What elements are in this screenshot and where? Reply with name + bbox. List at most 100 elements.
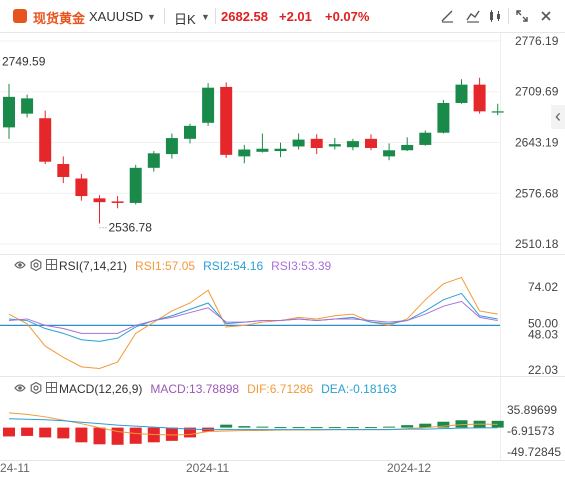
period-label[interactable]: 日K bbox=[174, 12, 196, 27]
time-axis-tick: 2024-12 bbox=[387, 461, 431, 475]
macd-histogram-bar bbox=[238, 426, 251, 428]
hide-indicator-icon[interactable] bbox=[14, 383, 26, 396]
rsi-header: RSI(7,14,21) RSI1:57.05 RSI2:54.16 RSI3:… bbox=[14, 258, 335, 274]
rsi-series-line bbox=[8, 276, 498, 369]
macd-histogram-bar bbox=[437, 421, 450, 428]
indicator-icon[interactable] bbox=[464, 7, 482, 25]
macd-header: MACD(12,26,9) MACD:13.78898 DIF:6.71286 … bbox=[14, 381, 401, 397]
candle-body bbox=[455, 84, 468, 103]
close-icon[interactable] bbox=[537, 7, 555, 25]
macd-histogram-bar bbox=[401, 425, 414, 428]
candle-body bbox=[310, 138, 323, 148]
candle-body bbox=[165, 138, 178, 155]
dea-line bbox=[8, 418, 498, 431]
macd-histogram-bar bbox=[93, 427, 106, 445]
high-annotation: 2749.59 bbox=[2, 54, 46, 68]
macd-histogram-bar bbox=[383, 426, 396, 428]
candle-body bbox=[3, 96, 15, 128]
fullscreen-icon[interactable] bbox=[513, 7, 531, 25]
candle-body bbox=[365, 138, 377, 148]
compare-icon[interactable] bbox=[486, 7, 504, 25]
draw-line-icon[interactable] bbox=[438, 7, 456, 25]
panel-collapse-icon[interactable]: ‹ bbox=[551, 105, 565, 129]
macd-histogram-bar bbox=[129, 427, 142, 444]
candle-body bbox=[238, 149, 251, 157]
dif-value: DIF:6.71286 bbox=[247, 382, 314, 396]
rsi3-value: RSI3:53.39 bbox=[271, 259, 332, 273]
macd-histogram-bar bbox=[21, 427, 34, 436]
rsi-axis-tick: 22.03 bbox=[528, 363, 558, 377]
candle-body bbox=[256, 148, 269, 152]
macd-axis-tick: 35.89699 bbox=[507, 403, 557, 417]
candle-body bbox=[129, 167, 142, 203]
price-axis-tick: 2576.68 bbox=[515, 186, 559, 200]
candle-body bbox=[75, 178, 88, 197]
macd-histogram-bar bbox=[346, 427, 359, 429]
chart-toolbar: 现货黄金 XAUUSD ▼ 日K ▼ 2682.58 +2.01 +0.07% bbox=[0, 0, 565, 32]
candle-body bbox=[147, 153, 160, 168]
macd-axis-tick: -6.91573 bbox=[507, 424, 555, 438]
price-axis-tick: 2643.19 bbox=[515, 135, 559, 149]
macd-histogram-bar bbox=[39, 427, 52, 438]
indicator-box-icon[interactable] bbox=[46, 259, 57, 273]
candle-body bbox=[21, 98, 34, 114]
settings-icon[interactable] bbox=[30, 381, 42, 397]
rsi-axis-tick: 74.02 bbox=[528, 280, 558, 294]
macd-histogram-bar bbox=[220, 424, 233, 428]
macd-histogram-bar bbox=[3, 427, 15, 437]
macd-histogram-bar bbox=[57, 427, 70, 439]
time-axis-tick: 24-11 bbox=[0, 461, 30, 475]
candle-body bbox=[220, 86, 233, 155]
rsi-series-line bbox=[8, 300, 498, 334]
candle-body bbox=[202, 87, 215, 123]
price-change: +2.01 bbox=[279, 9, 312, 24]
low-annotation: 2536.78 bbox=[109, 221, 153, 235]
macd-histogram-bar bbox=[274, 427, 287, 429]
instrument-title: 现货黄金 bbox=[33, 11, 86, 26]
macd-histogram-bar bbox=[75, 427, 88, 443]
macd-histogram-bar bbox=[292, 427, 305, 429]
rsi-axis-tick: 50.00 bbox=[528, 316, 558, 330]
settings-icon[interactable] bbox=[30, 258, 42, 274]
rsi2-value: RSI2:54.16 bbox=[203, 259, 264, 273]
price-axis-tick: 2510.18 bbox=[515, 237, 559, 251]
hide-indicator-icon[interactable] bbox=[14, 260, 26, 273]
candle-body bbox=[437, 102, 450, 133]
dea-value: DEA:-0.18163 bbox=[321, 382, 397, 396]
macd-name: MACD(12,26,9) bbox=[59, 382, 143, 396]
candle-body bbox=[346, 141, 359, 148]
rsi-name: RSI(7,14,21) bbox=[59, 259, 128, 273]
rsi1-value: RSI1:57.05 bbox=[135, 259, 196, 273]
candle-body bbox=[39, 118, 52, 162]
price-axis-tick: 2709.69 bbox=[515, 85, 559, 99]
macd-histogram-bar bbox=[365, 427, 377, 429]
candle-body bbox=[383, 150, 396, 157]
candle-body bbox=[57, 164, 70, 177]
candle-body bbox=[184, 125, 196, 139]
macd-histogram-bar bbox=[328, 427, 341, 429]
candle-body bbox=[274, 148, 287, 152]
candle-body bbox=[419, 132, 432, 145]
price-change-percent: +0.07% bbox=[325, 9, 370, 24]
macd-histogram-bar bbox=[310, 427, 323, 429]
macd-histogram-bar bbox=[184, 427, 196, 438]
macd-value: MACD:13.78898 bbox=[150, 382, 240, 396]
rsi-axis-tick: 48.03 bbox=[528, 327, 558, 341]
candle-body bbox=[93, 198, 106, 203]
symbol-label[interactable]: XAUUSD bbox=[89, 9, 144, 24]
last-price: 2682.58 bbox=[221, 9, 268, 24]
macd-histogram-bar bbox=[165, 427, 178, 441]
time-axis-tick: 2024-11 bbox=[186, 461, 229, 475]
candle-body bbox=[328, 144, 341, 147]
macd-histogram-bar bbox=[419, 423, 432, 428]
candle-body bbox=[473, 84, 486, 112]
macd-histogram-bar bbox=[455, 420, 468, 428]
candle-body bbox=[401, 144, 414, 151]
price-axis-tick: 2776.19 bbox=[515, 34, 559, 48]
period-dropdown-icon[interactable]: ▼ bbox=[201, 12, 210, 22]
candle-body bbox=[292, 139, 305, 147]
indicator-box-icon[interactable] bbox=[46, 382, 57, 396]
symbol-dropdown-icon[interactable]: ▼ bbox=[147, 12, 156, 22]
app-logo-icon bbox=[13, 9, 27, 23]
